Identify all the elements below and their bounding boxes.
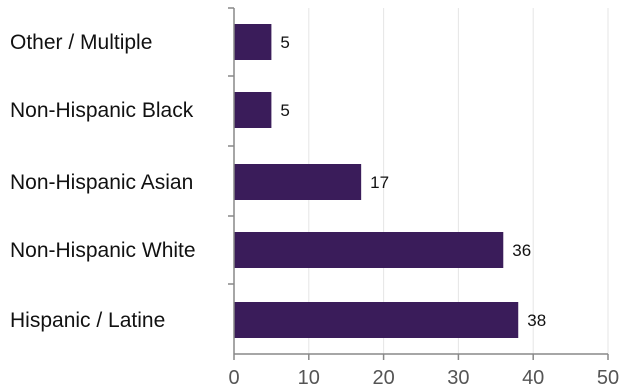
category-label-2: Non-Hispanic Asian [10, 171, 193, 194]
category-label-1: Non-Hispanic Black [10, 99, 194, 122]
bar-4 [234, 302, 519, 338]
x-tick-label-50: 50 [597, 367, 619, 389]
bar-1 [234, 92, 272, 128]
x-tick-label-10: 10 [298, 367, 320, 389]
grid-lines [308, 8, 609, 354]
x-tick-label-20: 20 [372, 367, 394, 389]
value-label-2: 17 [370, 173, 389, 192]
bar-0 [234, 24, 272, 60]
bar-3 [234, 232, 504, 268]
labels: Other / Multiple 5 Non-Hispanic Black 5 Non-… [10, 31, 619, 389]
x-tick-label-40: 40 [522, 367, 544, 389]
category-label-3: Non-Hispanic White [10, 239, 196, 262]
value-label-1: 5 [280, 101, 289, 120]
axes [228, 7, 609, 360]
category-label-0: Other / Multiple [10, 31, 152, 54]
value-label-4: 38 [527, 311, 546, 330]
x-tick-label-0: 0 [228, 367, 239, 389]
bar-2 [234, 164, 362, 200]
x-tick-label-30: 30 [447, 367, 469, 389]
value-label-3: 36 [512, 241, 531, 260]
category-label-4: Hispanic / Latine [10, 309, 165, 332]
bars [234, 24, 519, 338]
value-label-0: 5 [280, 33, 289, 52]
